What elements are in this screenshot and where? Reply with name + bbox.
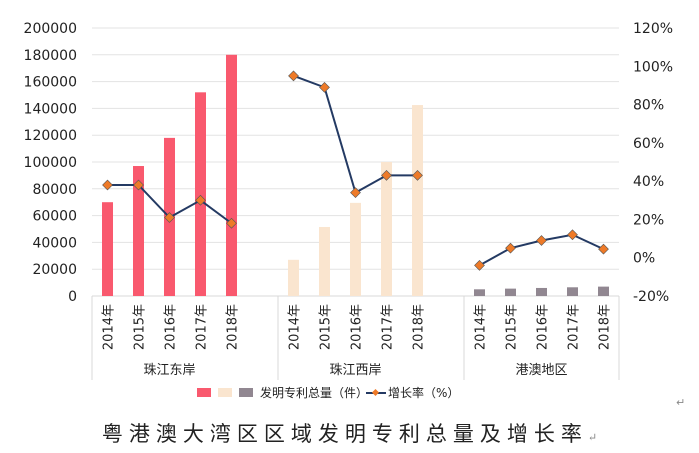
x-tick-label: 2017年 (195, 304, 210, 350)
group-label: 珠江西岸 (329, 363, 381, 378)
y-left-tick-label: 140000 (24, 101, 77, 117)
y-left-tick-label: 200000 (24, 21, 77, 37)
legend-swatch (197, 388, 211, 397)
bar (195, 92, 206, 296)
growth-marker (412, 170, 423, 181)
x-tick-label: 2018年 (412, 304, 427, 350)
x-tick-label: 2017年 (567, 304, 582, 350)
bar (226, 54, 237, 296)
y-left-tick-label: 40000 (32, 235, 77, 251)
bar (567, 287, 578, 296)
growth-marker (319, 81, 330, 93)
growth-marker (598, 243, 609, 255)
x-tick-label: 2018年 (598, 304, 613, 350)
x-tick-label: 2014年 (102, 304, 117, 350)
legend-bar-label: 发明专利总量（件） (260, 385, 368, 400)
growth-marker (102, 179, 113, 191)
growth-marker (505, 242, 516, 254)
growth-marker (288, 70, 299, 82)
y-left-tick-label: 160000 (24, 75, 77, 91)
bar (412, 105, 423, 296)
y-right-tick-label: 40% (633, 174, 664, 190)
paragraph-mark: ↵ (587, 431, 598, 444)
growth-marker (381, 170, 392, 181)
combo-chart: 0 20000 40000 60000 80000 100000 120000 140000 1… (24, 21, 673, 400)
growth-marker (474, 259, 485, 271)
y-left-tick-label: 0 (68, 289, 77, 305)
growth-marker (567, 229, 578, 241)
bar (319, 226, 330, 296)
growth-marker (195, 194, 206, 206)
y-right-tick-label: 120% (633, 21, 673, 37)
x-tick-label: 2016年 (350, 304, 365, 350)
x-tick-label: 2014年 (288, 304, 303, 350)
y-left-tick-label: 60000 (32, 209, 77, 225)
group-label: 珠江东岸 (143, 363, 195, 378)
growth-marker (350, 187, 361, 199)
legend-marker-icon (371, 388, 380, 397)
y-left-tick-label: 80000 (32, 182, 77, 198)
x-tick-label: 2015年 (133, 304, 148, 350)
x-tick-label: 2016年 (164, 304, 179, 350)
growth-line (293, 74, 418, 195)
y-left-tick-label: 180000 (24, 48, 77, 64)
growth-marker (164, 212, 175, 223)
bar (133, 166, 144, 296)
bar (598, 286, 609, 296)
paragraph-mark: ↵ (676, 396, 686, 409)
group-label: 港澳地区 (515, 362, 567, 378)
legend-swatch (239, 388, 253, 397)
caption-text: 粤港澳大湾区区域发明专利总量及增长率 (101, 422, 588, 446)
growth-marker (226, 217, 237, 229)
y-right-tick-label: 60% (633, 136, 664, 152)
bar (381, 162, 392, 296)
x-tick-label: 2016年 (536, 304, 551, 350)
y-left-tick-label: 120000 (24, 128, 77, 144)
bar (474, 289, 485, 296)
y-right-tick-label: 80% (633, 98, 664, 114)
x-tick-label: 2017年 (381, 304, 396, 350)
legend-line-label: 增长率（%） (388, 385, 459, 400)
y-left-tick-label: 100000 (24, 155, 77, 171)
bar (102, 202, 113, 296)
bar (505, 288, 516, 296)
growth-marker (536, 235, 547, 246)
x-tick-label: 2014年 (474, 304, 489, 350)
legend-swatch (218, 388, 232, 397)
y-left-tick-label: 20000 (32, 262, 77, 278)
x-tick-label: 2015年 (319, 304, 334, 350)
growth-marker (133, 179, 144, 191)
x-tick-label: 2015年 (505, 304, 520, 350)
chart-caption: 粤港澳大湾区区域发明专利总量及增长率↵ (0, 418, 699, 448)
y-right-tick-label: -20% (633, 289, 669, 305)
bar (288, 259, 299, 296)
y-right-tick-label: 100% (633, 59, 673, 75)
bar (536, 287, 547, 296)
y-right-tick-label: 0% (633, 251, 655, 267)
x-tick-label: 2018年 (226, 304, 241, 350)
bar (350, 202, 361, 296)
y-right-tick-label: 20% (633, 212, 664, 228)
